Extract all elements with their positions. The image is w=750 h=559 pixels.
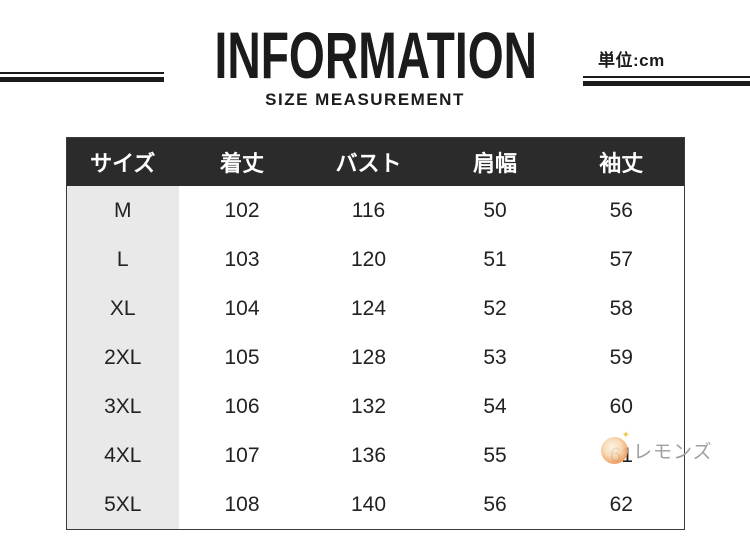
size-cell: 5XL: [66, 480, 179, 530]
size-cell: M: [66, 186, 179, 235]
table-row: 2XL 105 128 53 59: [66, 333, 685, 382]
column-header-bust: バスト: [305, 137, 432, 186]
value-cell: 55: [483, 443, 507, 467]
unit-block: 単位:cm: [583, 46, 750, 86]
value-cell: 106: [224, 394, 260, 418]
table-row: 5XL 108 140 56 62: [66, 480, 685, 530]
value-cell: 128: [350, 345, 387, 369]
value-cell: 51: [483, 247, 507, 271]
title-block: INFORMATION SIZE MEASUREMENT: [150, 18, 580, 110]
unit-label: 単位:cm: [583, 46, 750, 78]
value-cell: 50: [483, 198, 507, 222]
value-cell: 54: [483, 394, 507, 418]
value-cell: 104: [224, 296, 260, 320]
size-cell: XL: [66, 284, 179, 333]
value-cell: 53: [483, 345, 507, 369]
lemon-badge-icon: [601, 430, 630, 464]
value-cell: 58: [609, 296, 633, 320]
value-cell: 116: [351, 198, 386, 222]
left-rule-thick: [0, 77, 164, 82]
value-cell: 59: [609, 345, 633, 369]
value-cell: 108: [224, 492, 260, 516]
value-cell: 124: [350, 296, 387, 320]
table-row: XL 104 124 52 58: [66, 284, 685, 333]
size-cell: 2XL: [66, 333, 179, 382]
table-header: サイズ 着丈 バスト 肩幅 袖丈: [66, 137, 685, 186]
watermark: レモンズ: [601, 430, 713, 464]
value-cell: 56: [483, 492, 507, 516]
column-header-length: 着丈: [178, 137, 306, 186]
column-header-sleeve: 袖丈: [558, 137, 685, 186]
value-cell: 52: [483, 296, 507, 320]
page-subtitle: SIZE MEASUREMENT: [265, 89, 465, 109]
value-cell: 132: [350, 394, 387, 418]
right-rule-thick: [583, 81, 750, 86]
value-cell: 103: [224, 247, 260, 271]
size-measurement-table: サイズ 着丈 バスト 肩幅 袖丈 M 102 116 50 56 L 103 1…: [66, 137, 685, 530]
value-cell: 56: [609, 198, 633, 222]
column-header-shoulder: 肩幅: [431, 137, 559, 186]
table-row: M 102 116 50 56: [66, 186, 685, 235]
value-cell: 62: [609, 492, 633, 516]
header-row: サイズ 着丈 バスト 肩幅 袖丈: [66, 137, 685, 186]
value-cell: 107: [224, 443, 260, 467]
table-row: 3XL 106 132 54 60: [66, 382, 685, 431]
value-cell: 140: [350, 492, 387, 516]
size-cell: 3XL: [66, 382, 179, 431]
left-decorative-rules: [0, 72, 164, 82]
table-body: M 102 116 50 56 L 103 120 51 57 XL 104 1…: [66, 186, 685, 530]
column-header-size: サイズ: [66, 137, 179, 186]
watermark-label: レモンズ: [633, 442, 713, 463]
table-row: 4XL 107 136 55 61: [66, 431, 685, 480]
value-cell: 60: [609, 394, 633, 418]
value-cell: 57: [609, 247, 633, 271]
left-rule-thin: [0, 72, 164, 74]
value-cell: 105: [224, 345, 260, 369]
value-cell: 120: [350, 247, 387, 271]
size-cell: 4XL: [66, 431, 179, 480]
page-title: INFORMATION: [214, 18, 538, 92]
table-row: L 103 120 51 57: [66, 235, 685, 284]
value-cell: 136: [350, 443, 387, 467]
size-cell: L: [66, 235, 179, 284]
value-cell: 102: [224, 198, 260, 222]
